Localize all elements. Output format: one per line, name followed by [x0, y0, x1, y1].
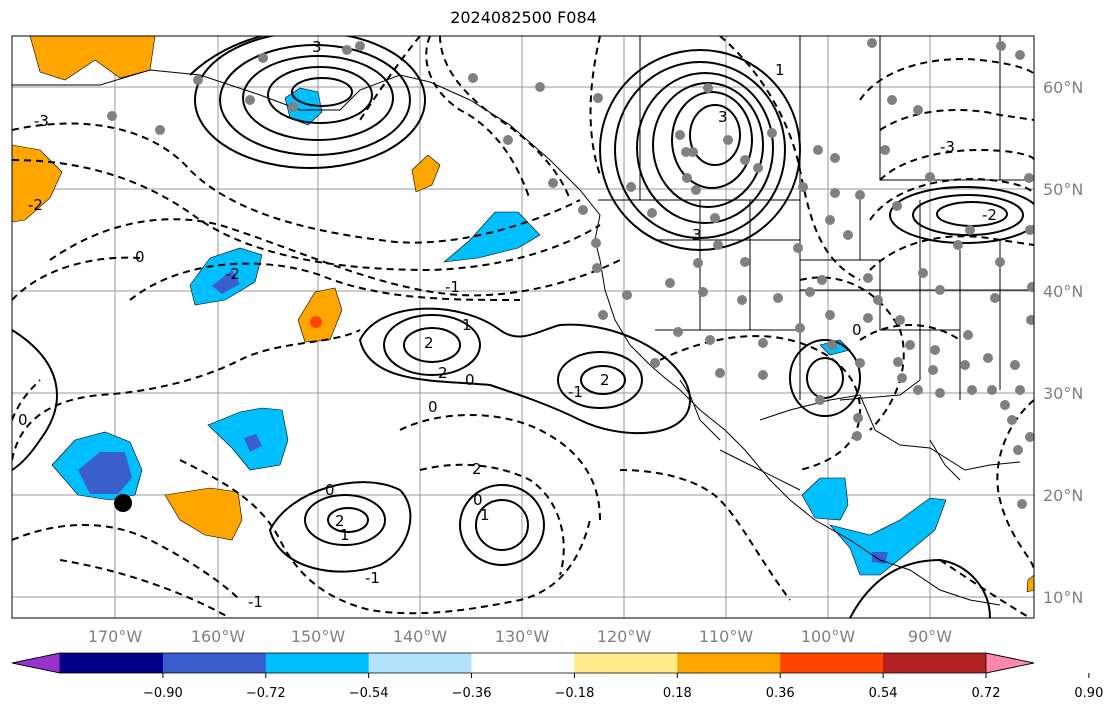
svg-text:3: 3 — [312, 38, 322, 56]
contour-labels: -3 -3 -2 -2 -2 -1 -1 -1 -1 0 0 0 0 0 0 0… — [18, 38, 997, 611]
svg-text:170°W: 170°W — [88, 627, 143, 646]
colorbar-bin — [265, 653, 370, 673]
svg-text:110°W: 110°W — [699, 627, 754, 646]
svg-text:120°W: 120°W — [597, 627, 652, 646]
svg-text:2: 2 — [438, 364, 448, 382]
svg-text:0: 0 — [18, 411, 28, 429]
map-frame — [11, 35, 1035, 619]
negative-contours — [12, 36, 1034, 618]
svg-text:2: 2 — [600, 371, 610, 389]
colorbar-outline — [11, 652, 1035, 674]
svg-text:-2: -2 — [982, 206, 997, 224]
colorbar-bin — [780, 653, 884, 673]
svg-text:-1: -1 — [445, 278, 460, 296]
svg-text:140°W: 140°W — [393, 627, 448, 646]
svg-text:20°N: 20°N — [1043, 486, 1083, 505]
svg-text:60°N: 60°N — [1043, 78, 1083, 97]
colorbar-bin — [60, 653, 164, 673]
svg-text:90°W: 90°W — [908, 627, 952, 646]
colorbar-extend-low — [11, 652, 61, 674]
station-markers — [107, 38, 1034, 509]
colorbar-tick-label: −0.18 — [555, 686, 595, 701]
svg-text:2: 2 — [424, 334, 434, 352]
svg-text:40°N: 40°N — [1043, 282, 1083, 301]
colorbar-bin — [162, 653, 267, 673]
colorbar-tick-label: 0.72 — [972, 686, 1001, 701]
svg-text:30°N: 30°N — [1043, 384, 1083, 403]
colorbar-tick-label: 0.18 — [663, 686, 692, 701]
svg-text:-2: -2 — [28, 196, 43, 214]
colorbar-bin — [368, 653, 473, 673]
shaded-field — [12, 36, 1034, 593]
svg-text:-3: -3 — [940, 138, 955, 156]
colorbar: −0.90 −0.72 −0.54 −0.36 −0.18 0.18 0.36 0.54 0.7… — [11, 652, 1103, 701]
svg-text:150°W: 150°W — [291, 627, 346, 646]
colorbar-bin — [677, 653, 781, 673]
svg-text:2: 2 — [335, 512, 345, 530]
svg-text:-2: -2 — [225, 265, 240, 283]
svg-text:3: 3 — [692, 226, 702, 244]
colorbar-tick-label: −0.90 — [143, 686, 183, 701]
svg-text:1: 1 — [480, 506, 490, 524]
colorbar-tick-label: −0.54 — [349, 686, 389, 701]
svg-text:0: 0 — [852, 321, 862, 339]
colorbar-extend-high — [985, 652, 1035, 674]
colorbar-bin — [471, 653, 575, 673]
svg-text:0: 0 — [325, 481, 335, 499]
positive-contours — [12, 36, 1034, 618]
svg-text:0: 0 — [135, 248, 145, 266]
svg-text:0: 0 — [428, 398, 438, 416]
colorbar-tick-label: 0.36 — [766, 686, 795, 701]
svg-text:100°W: 100°W — [801, 627, 856, 646]
svg-text:3: 3 — [718, 108, 728, 126]
colorbar-tick-label: −0.36 — [452, 686, 492, 701]
colorbar-bin — [883, 653, 987, 673]
svg-text:160°W: 160°W — [191, 627, 246, 646]
svg-text:-1: -1 — [248, 593, 263, 611]
svg-text:-3: -3 — [34, 112, 49, 130]
svg-text:1: 1 — [462, 316, 472, 334]
svg-text:10°N: 10°N — [1043, 588, 1083, 607]
svg-text:0: 0 — [465, 371, 475, 389]
latitude-axis: 60°N 50°N 40°N 30°N 20°N 10°N — [1043, 78, 1083, 607]
svg-text:1: 1 — [775, 61, 785, 79]
colorbar-bin — [574, 653, 678, 673]
colorbar-tick-label: 0.54 — [869, 686, 898, 701]
svg-text:-1: -1 — [568, 383, 583, 401]
longitude-axis: 170°W 160°W 150°W 140°W 130°W 120°W 110°… — [88, 627, 952, 646]
svg-text:1: 1 — [340, 526, 350, 544]
svg-text:130°W: 130°W — [495, 627, 550, 646]
highlight-marker — [114, 494, 132, 512]
colorbar-tick-label: −0.72 — [246, 686, 286, 701]
svg-text:50°N: 50°N — [1043, 180, 1083, 199]
svg-text:-1: -1 — [365, 569, 380, 587]
colorbar-tick-label: 0.90 — [1074, 686, 1103, 701]
svg-text:0: 0 — [473, 491, 483, 509]
map-title: 2024082500 F084 — [450, 8, 597, 27]
svg-text:2: 2 — [472, 460, 482, 478]
